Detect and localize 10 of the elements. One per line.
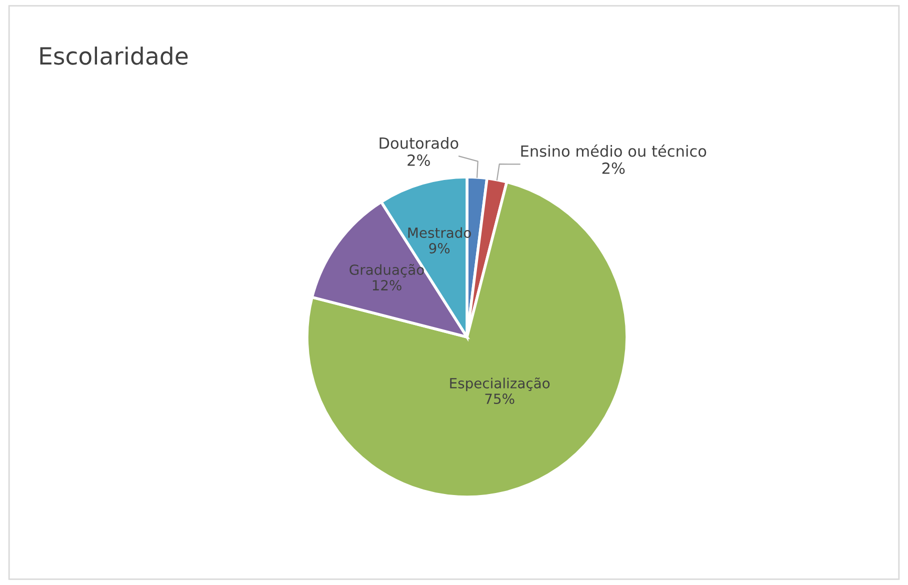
- slice-label: Especialização: [450, 377, 550, 392]
- data-label: 2%: [408, 154, 430, 166]
- slice-label: Ensino médio ou técnico: [521, 144, 706, 157]
- text: Escolaridade: [40, 46, 188, 65]
- slice-label: Doutorado: [380, 137, 458, 149]
- data-label: 12%: [372, 280, 402, 291]
- data-label: 9%: [429, 243, 450, 254]
- slice-label: Graduação: [350, 264, 424, 278]
- data-label: 75%: [485, 394, 514, 404]
- data-label: 2%: [602, 162, 625, 174]
